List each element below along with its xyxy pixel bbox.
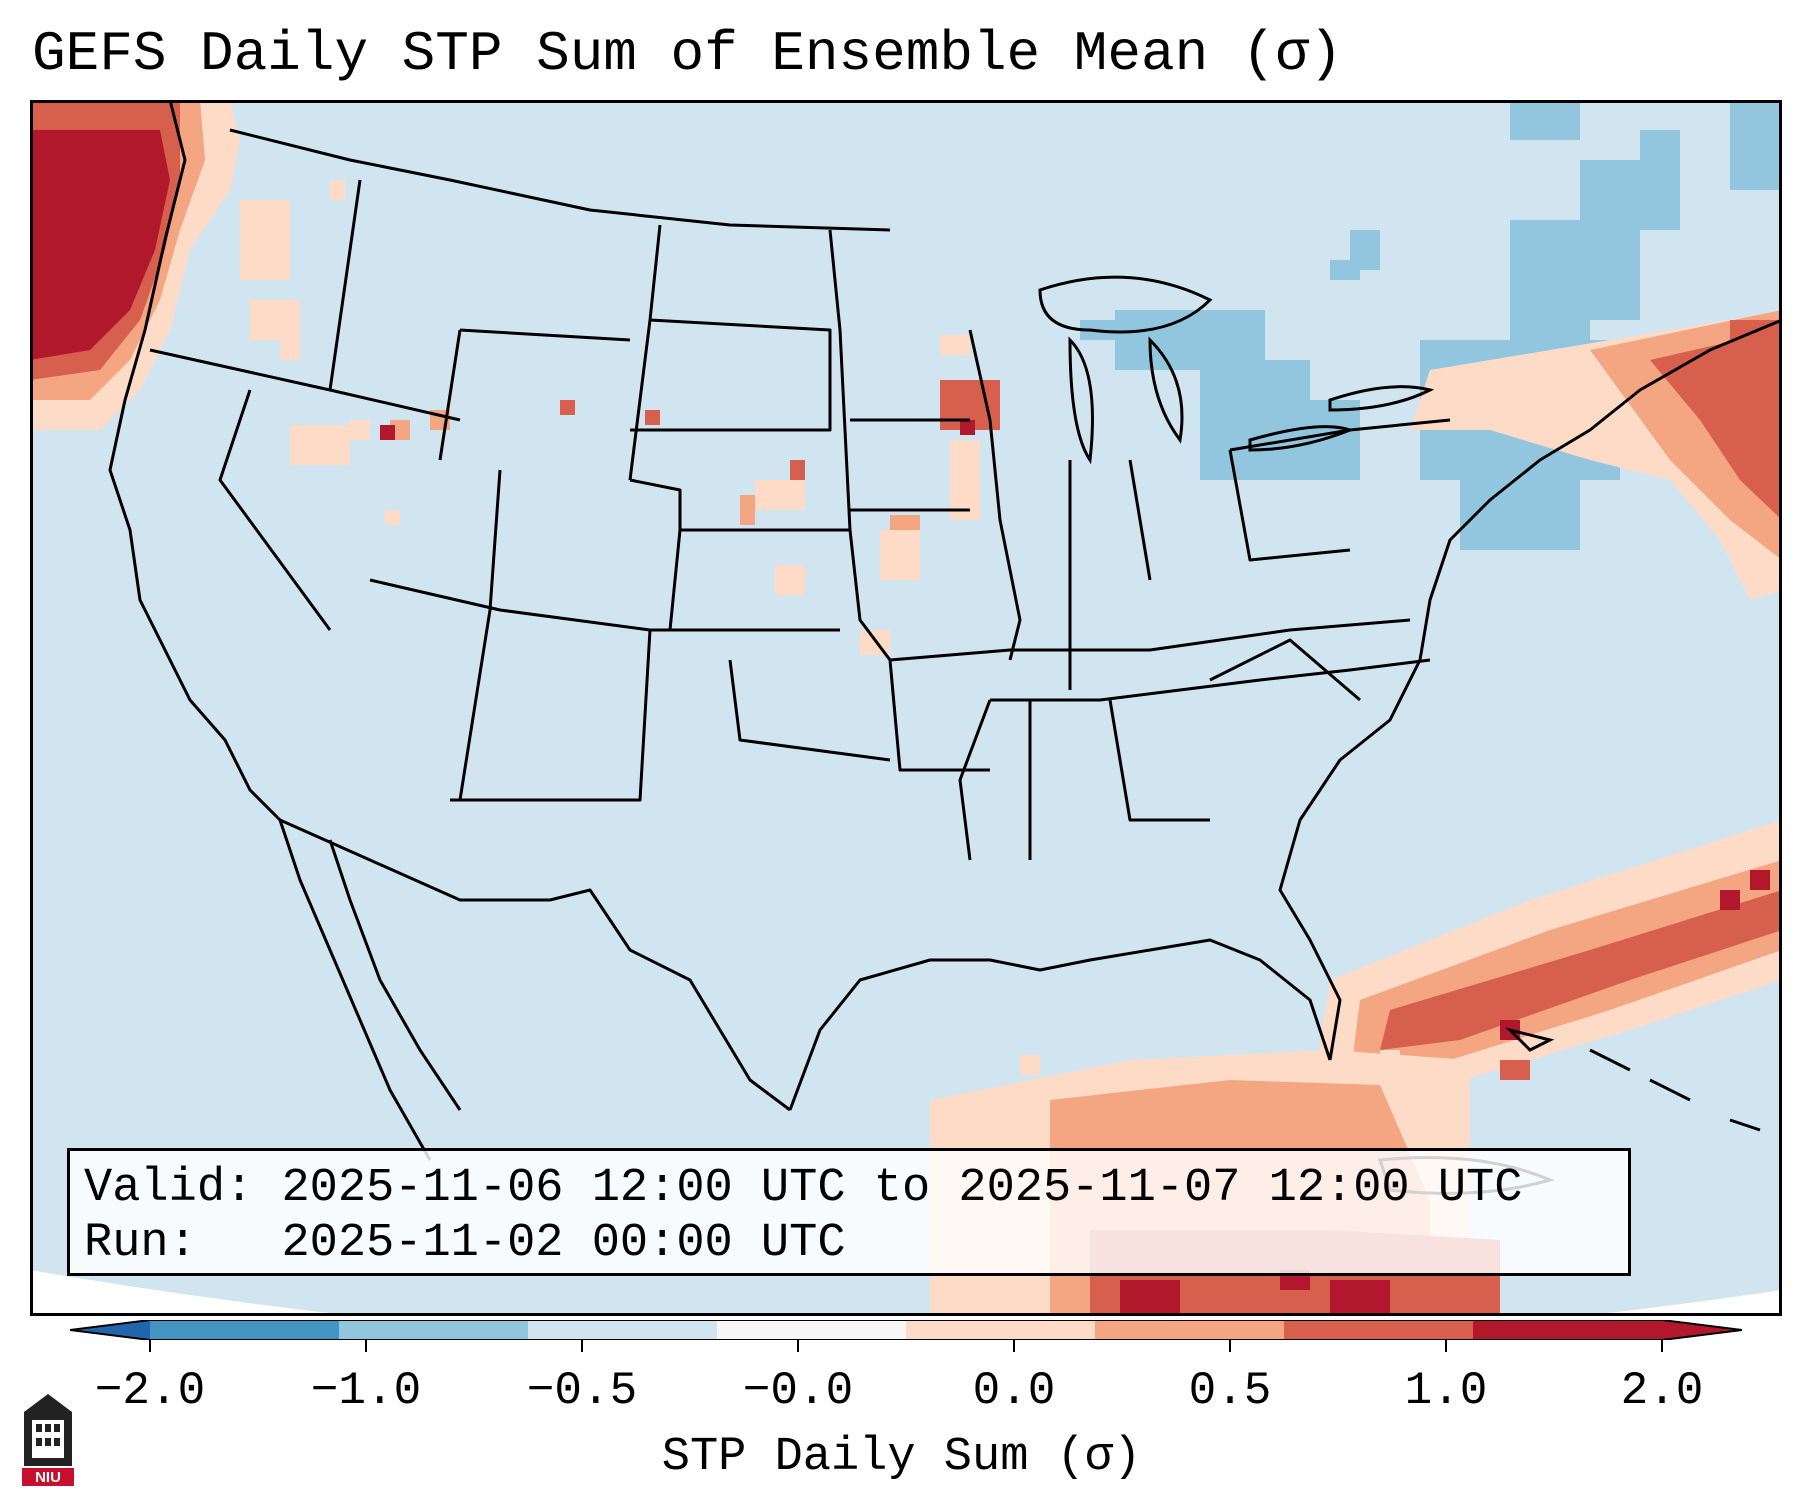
run-row: Run: 2025-11-02 00:00 UTC [84, 1216, 1614, 1271]
valid-run-info-box: Valid: 2025-11-06 12:00 UTC to 2025-11-0… [67, 1148, 1631, 1276]
valid-label: Valid: [84, 1162, 254, 1215]
colorbar-tick-label: 1.0 [1404, 1365, 1488, 1417]
colorbar-segment [528, 1320, 718, 1340]
chart-title: GEFS Daily STP Sum of Ensemble Mean (σ) [32, 22, 1343, 86]
colorbar-tick-mark [1661, 1340, 1663, 1352]
colorbar-tick-mark [1013, 1340, 1015, 1352]
run-value: 2025-11-02 00:00 UTC [281, 1217, 846, 1270]
map-panel [30, 100, 1782, 1316]
colorbar-tick-label: 0.0 [972, 1365, 1056, 1417]
colorbar-segment [1473, 1320, 1663, 1340]
colorbar-tick-label: −0.0 [742, 1365, 854, 1417]
valid-value: 2025-11-06 12:00 UTC to 2025-11-07 12:00… [281, 1162, 1523, 1215]
colorbar-segment [1284, 1320, 1474, 1340]
colorbar-segment [1095, 1320, 1285, 1340]
colorbar-tick-mark [149, 1340, 151, 1352]
colorbar-tick-label: −1.0 [310, 1365, 422, 1417]
anomaly-atlantic-northeast [1410, 310, 1782, 600]
colorbar-tick-mark [797, 1340, 799, 1352]
colorbar-segment [339, 1320, 529, 1340]
colorbar-segment [150, 1320, 340, 1340]
map-border [30, 100, 1782, 1316]
colorbar [70, 1320, 1742, 1340]
colorbar-tick-label: −2.0 [94, 1365, 206, 1417]
map-canvas [30, 100, 1782, 1316]
colorbar-segment [717, 1320, 907, 1340]
colorbar-tick-mark [1229, 1340, 1231, 1352]
run-label: Run: [84, 1217, 197, 1270]
colorbar-tick-mark [581, 1340, 583, 1352]
colorbar-tick-mark [365, 1340, 367, 1352]
anomaly-atlantic-southeast [1310, 820, 1782, 1110]
state-boundaries [108, 100, 1782, 1161]
niu-logo: NIU [22, 1394, 74, 1486]
logo-text: NIU [35, 1469, 61, 1486]
anomaly-central-us [290, 335, 1000, 655]
colorbar-label: STP Daily Sum (σ) [661, 1431, 1142, 1484]
colorbar-tick-label: 0.5 [1188, 1365, 1272, 1417]
colorbar-extend-high [1662, 1320, 1742, 1340]
valid-row: Valid: 2025-11-06 12:00 UTC to 2025-11-0… [84, 1161, 1614, 1216]
colorbar-extend-low [70, 1320, 150, 1340]
great-lakes [1038, 275, 1435, 465]
colorbar-tick-label: −0.5 [526, 1365, 638, 1417]
colorbar-segment [906, 1320, 1096, 1340]
anomaly-pacific-northwest [30, 100, 345, 430]
colorbar-tick-mark [1445, 1340, 1447, 1352]
colorbar-tick-label: 2.0 [1620, 1365, 1704, 1417]
